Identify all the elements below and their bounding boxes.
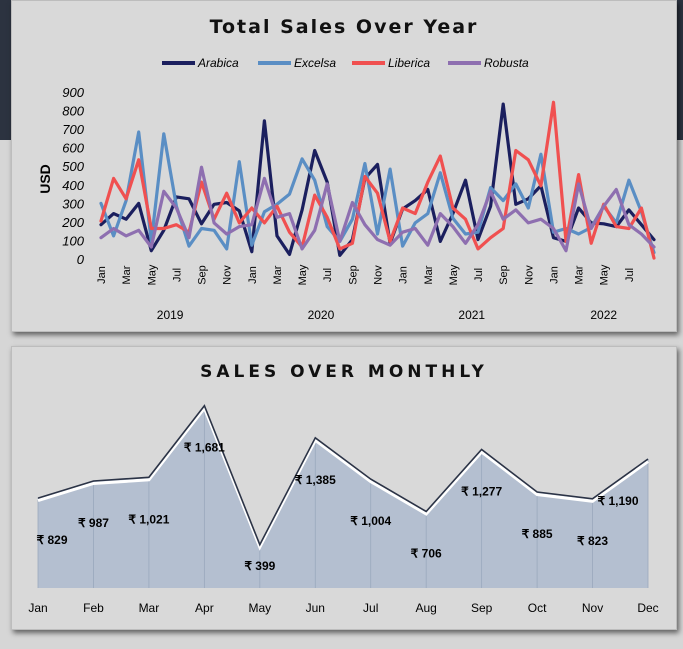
x-tick-label: Jul xyxy=(363,601,378,615)
data-labels: ₹ 829 ₹ 987 ₹ 1,021 ₹ 1,681 ₹ 399 ₹ 1,385 ₹ 1,… xyxy=(37,441,639,573)
x-axis-ticks: Jan Mar May Jul Sep Nov Jan Mar May Jul Sep Nov Jan M… xyxy=(96,264,636,285)
y-tick-label: 500 xyxy=(62,159,84,174)
y-tick-label: 200 xyxy=(61,215,84,230)
x-tick-label: Oct xyxy=(528,601,547,615)
data-label: ₹ 1,004 xyxy=(350,514,391,528)
x-tick-label: May xyxy=(297,264,309,285)
y-tick-label: 700 xyxy=(62,122,84,137)
x-tick-label: Sep xyxy=(471,601,493,615)
data-label: ₹ 1,021 xyxy=(128,512,169,526)
year-label: 2022 xyxy=(590,308,617,322)
series-lines xyxy=(99,100,656,260)
x-tick-label: Sep xyxy=(197,265,209,285)
x-tick-label: May xyxy=(248,601,271,615)
x-tick-label: Jan xyxy=(548,266,560,284)
legend-label: Excelsa xyxy=(294,56,336,70)
data-label: ₹ 1,190 xyxy=(598,494,639,508)
x-axis-ticks: Jan Feb Mar Apr May Jun Jul Aug Sep Oct Nov Dec xyxy=(28,601,658,615)
x-tick-label: Mar xyxy=(574,265,586,284)
data-label: ₹ 885 xyxy=(522,527,553,541)
data-label: ₹ 1,681 xyxy=(184,441,225,455)
y-tick-label: 800 xyxy=(62,104,84,119)
y-tick-label: 600 xyxy=(62,141,84,156)
x-tick-label: Sep xyxy=(347,265,359,285)
x-tick-label: May xyxy=(448,264,460,285)
area-series xyxy=(37,404,649,588)
data-label: ₹ 1,277 xyxy=(461,485,502,499)
y-tick-label: 400 xyxy=(62,178,84,193)
x-tick-label: May xyxy=(599,264,611,285)
x-tick-label: Dec xyxy=(637,601,658,615)
yearly-sales-line-chart: Total Sales Over Year USD Arabica Excelsa… xyxy=(37,16,656,322)
legend-label: Robusta xyxy=(484,56,529,70)
area-fill xyxy=(38,405,648,588)
x-tick-label: Jan xyxy=(28,601,47,615)
x-tick-label: Nov xyxy=(523,265,535,285)
y-axis-label: USD xyxy=(37,164,53,194)
data-label: ₹ 1,385 xyxy=(295,473,336,487)
x-tick-label: Jun xyxy=(306,601,325,615)
yearly-sales-chart-panel: Total Sales Over Year USD Arabica Excelsa… xyxy=(11,0,677,332)
legend: Arabica Excelsa Liberica Robusta xyxy=(162,56,529,70)
x-tick-label: Jan xyxy=(96,266,108,284)
series-line-robusta xyxy=(99,165,656,253)
series-line-excelsa xyxy=(99,130,656,255)
monthly-sales-area-chart: SALES OVER MONTHLY ₹ 829 ₹ 987 ₹ 1,021 ₹ 1,… xyxy=(28,362,658,615)
year-label: 2021 xyxy=(458,308,485,322)
data-label: ₹ 823 xyxy=(577,534,608,548)
y-axis-ticks: 0 100 200 300 400 500 600 700 800 900 xyxy=(61,85,84,267)
year-label: 2019 xyxy=(157,308,184,322)
year-label: 2020 xyxy=(308,308,335,322)
background-right-edge xyxy=(675,0,683,140)
x-tick-label: Nov xyxy=(373,265,385,285)
x-tick-label: Jul xyxy=(473,268,485,282)
data-label: ₹ 987 xyxy=(78,516,109,530)
x-tick-label: Sep xyxy=(498,265,510,285)
x-tick-label: May xyxy=(146,264,158,285)
x-tick-label: Nov xyxy=(582,601,603,615)
y-tick-label: 100 xyxy=(62,233,84,248)
x-tick-label: Mar xyxy=(272,265,284,284)
legend-label: Arabica xyxy=(197,56,239,70)
area-highlight xyxy=(37,405,649,551)
x-tick-label: Jul xyxy=(322,268,334,282)
x-tick-label: Mar xyxy=(121,265,133,284)
x-tick-label: Jul xyxy=(171,268,183,282)
x-tick-label: Jul xyxy=(624,268,636,282)
chart-title: SALES OVER MONTHLY xyxy=(200,362,488,382)
legend-label: Liberica xyxy=(388,56,430,70)
x-tick-label: Jan xyxy=(247,266,259,284)
x-tick-label: Apr xyxy=(195,601,214,615)
monthly-sales-chart-panel: SALES OVER MONTHLY ₹ 829 ₹ 987 ₹ 1,021 ₹ 1,… xyxy=(11,346,677,630)
data-label: ₹ 829 xyxy=(37,533,68,547)
x-axis-years: 2019 2020 2021 2022 xyxy=(157,308,618,322)
area-outline xyxy=(37,404,649,547)
background-left-edge xyxy=(0,0,14,140)
y-tick-label: 900 xyxy=(62,85,84,100)
x-tick-label: Aug xyxy=(416,601,437,615)
x-tick-label: Mar xyxy=(139,601,160,615)
x-tick-label: Feb xyxy=(83,601,104,615)
data-label: ₹ 706 xyxy=(411,546,442,560)
y-tick-label: 0 xyxy=(77,252,85,267)
y-tick-label: 300 xyxy=(62,196,84,211)
chart-title: Total Sales Over Year xyxy=(210,16,479,38)
data-label: ₹ 399 xyxy=(244,559,275,573)
x-tick-label: Nov xyxy=(222,265,234,285)
x-tick-label: Mar xyxy=(423,265,435,284)
x-tick-label: Jan xyxy=(398,266,410,284)
